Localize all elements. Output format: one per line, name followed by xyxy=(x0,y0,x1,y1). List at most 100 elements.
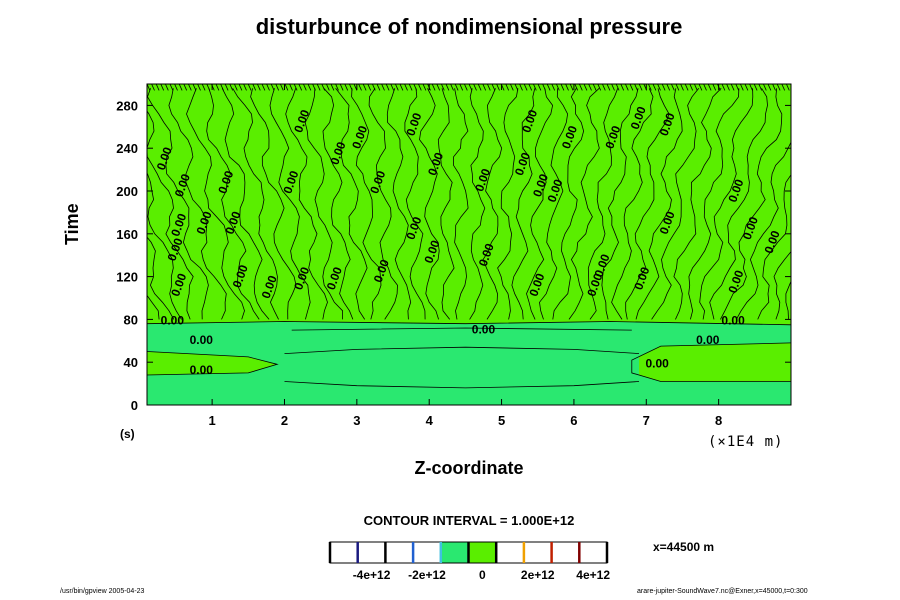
contour-line xyxy=(229,84,234,91)
contour-line xyxy=(285,88,328,320)
contour-line xyxy=(565,84,569,91)
contour-label: 0.00 xyxy=(168,271,189,298)
contour-line xyxy=(147,294,160,320)
y-tick-label: 40 xyxy=(124,355,138,370)
contour-line xyxy=(147,88,209,320)
contour-line xyxy=(427,84,431,91)
plot-frame xyxy=(146,83,792,406)
contour-label: 0.00 xyxy=(291,107,312,134)
contour-line xyxy=(615,84,620,91)
contour-label: 0.00 xyxy=(403,214,424,241)
colorbar-swatch xyxy=(412,541,442,564)
contour-line xyxy=(188,84,192,91)
y-axis-unit: (s) xyxy=(120,427,135,441)
contour-line xyxy=(643,84,648,91)
contour-line xyxy=(496,84,500,91)
contour-line xyxy=(740,84,744,91)
contour-line xyxy=(289,84,293,91)
footer-right: arare-jupiter-SoundWave7.nc@Exner,x=4500… xyxy=(637,588,808,595)
contour-line xyxy=(574,84,579,91)
contour-line xyxy=(257,84,261,91)
contour-interval-text: CONTOUR INTERVAL = 1.000E+12 xyxy=(363,513,575,528)
contour-line xyxy=(694,84,698,91)
contour-line xyxy=(635,88,683,320)
contour-line xyxy=(431,84,436,91)
contour-line xyxy=(224,84,229,91)
contour-line xyxy=(386,88,412,320)
contour-label: 0.00 xyxy=(324,265,345,292)
contour-line xyxy=(169,84,174,91)
contour-line xyxy=(454,84,459,91)
contour-line xyxy=(211,84,215,91)
contour-line xyxy=(546,84,551,91)
colorbar-swatch xyxy=(329,541,359,564)
contour-label: 0.00 xyxy=(657,209,678,236)
colorbar-label: -2e+12 xyxy=(408,568,446,582)
contour-line xyxy=(758,84,763,91)
contour-line xyxy=(344,84,349,91)
contour-label: 0.00 xyxy=(657,111,678,138)
contour-line xyxy=(215,84,220,91)
contour-line xyxy=(280,84,284,91)
contour-line xyxy=(528,84,533,91)
contour-line xyxy=(206,88,260,320)
contour-line xyxy=(717,84,721,91)
contour-line xyxy=(147,236,175,320)
contour-line xyxy=(339,84,344,91)
contour-line xyxy=(322,88,354,320)
contour-line xyxy=(666,84,671,91)
contour-line xyxy=(351,88,382,320)
contour-label: 0.00 xyxy=(645,357,669,371)
contour-line xyxy=(767,84,772,91)
contour-line xyxy=(597,84,602,91)
contour-line xyxy=(404,88,426,320)
contour-line xyxy=(671,84,675,91)
contour-label: 0.00 xyxy=(725,268,746,295)
colorbar-swatch xyxy=(357,541,386,564)
contour-line xyxy=(673,88,722,320)
colorbar-label: -4e+12 xyxy=(353,568,391,582)
contour-line xyxy=(284,381,640,389)
contour-line xyxy=(625,84,629,91)
contour-line xyxy=(372,84,376,91)
contour-line xyxy=(634,84,638,91)
contour-line xyxy=(583,84,588,91)
contour-line xyxy=(638,84,643,91)
contour-line xyxy=(468,84,473,91)
colorbar-swatch xyxy=(468,541,497,564)
contour-line xyxy=(757,174,791,320)
contour-line xyxy=(206,84,211,91)
contour-label: 0.00 xyxy=(165,236,186,263)
contour-label: 0.00 xyxy=(530,172,551,199)
y-tick-label: 280 xyxy=(116,98,138,113)
contour-label: 0.00 xyxy=(762,228,783,255)
contour-line xyxy=(514,84,519,91)
contour-label: 0.00 xyxy=(696,333,720,347)
contour-line xyxy=(284,84,289,91)
x-tick-label: 7 xyxy=(643,413,650,428)
contour-line xyxy=(413,84,418,91)
contour-label: 0.00 xyxy=(215,168,236,195)
contour-line xyxy=(556,84,560,91)
contour-line xyxy=(321,84,326,91)
contour-line xyxy=(441,84,445,91)
footer-left: /usr/bin/gpview 2005-04-23 xyxy=(60,588,145,595)
contour-line xyxy=(720,88,783,320)
contour-line xyxy=(312,84,316,91)
contour-line xyxy=(165,84,169,91)
contour-label: 0.00 xyxy=(472,166,493,193)
negative-band-lower xyxy=(147,321,791,405)
contour-line xyxy=(744,84,749,91)
contour-line xyxy=(537,84,542,91)
contour-label: 0.00 xyxy=(154,145,175,172)
contour-line xyxy=(611,84,615,91)
contour-line xyxy=(358,84,362,91)
contour-line xyxy=(376,84,381,91)
contour-line xyxy=(551,84,556,91)
contour-line xyxy=(699,88,754,320)
colorbar-swatch xyxy=(495,541,525,564)
contour-line xyxy=(335,84,339,91)
contour-line xyxy=(657,84,661,91)
contour-line xyxy=(445,84,450,91)
